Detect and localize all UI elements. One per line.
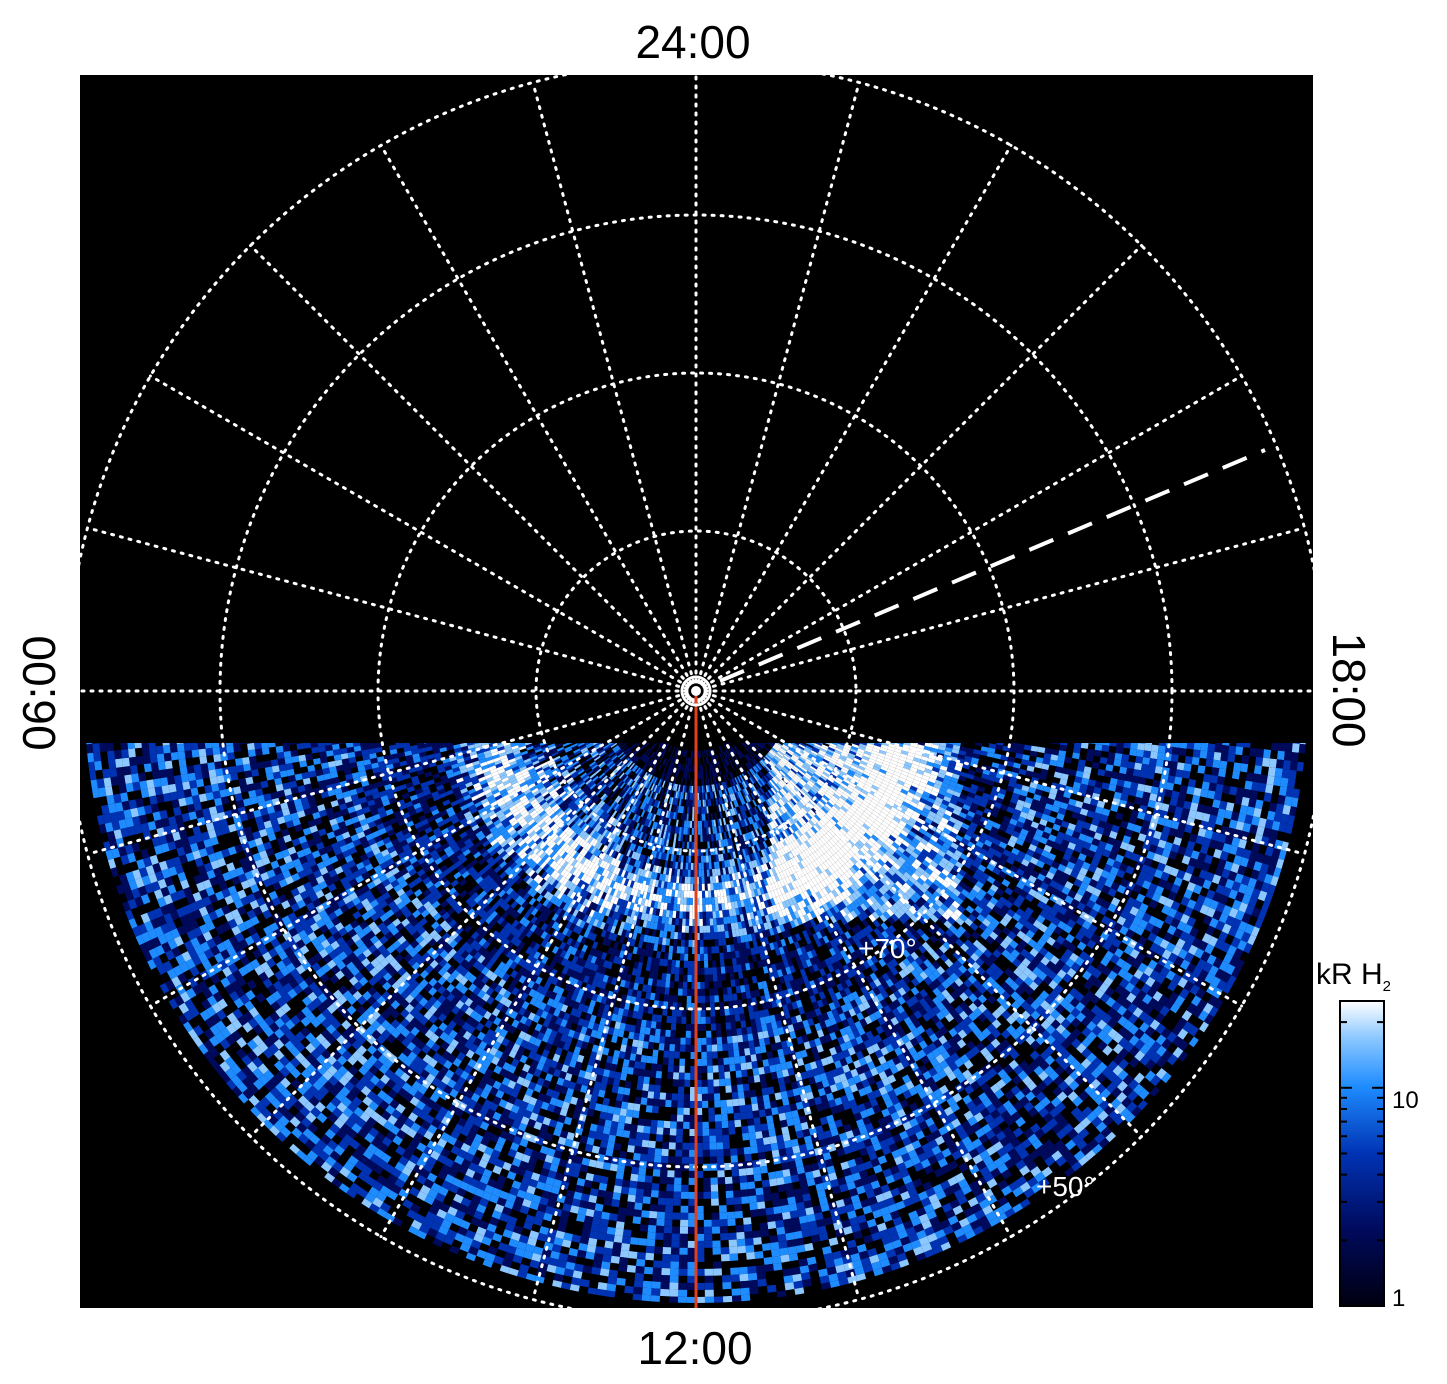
- local-time-label-bottom: 12:00: [637, 1322, 752, 1374]
- local-time-meridian: [379, 143, 698, 693]
- local-time-meridian: [694, 143, 1013, 693]
- pole-marker: [680, 675, 712, 707]
- local-time-meridian: [531, 81, 698, 693]
- local-time-meridian: [86, 689, 698, 856]
- latitude-label-70: +70°: [858, 933, 917, 964]
- local-time-meridian: [249, 244, 698, 693]
- colorbar-title: kR H2: [1316, 958, 1391, 995]
- local-time-meridian: [694, 689, 861, 1301]
- local-time-meridian: [86, 526, 698, 693]
- local-time-meridian: [148, 374, 698, 693]
- local-time-meridian: [694, 689, 1306, 856]
- local-time-label-top: 24:00: [635, 16, 750, 68]
- local-time-meridian: [148, 689, 698, 1008]
- local-time-meridian: [694, 689, 1244, 1008]
- local-time-meridian: [379, 689, 698, 1239]
- local-time-meridian: [249, 689, 698, 1138]
- colorbar-tick-label-1: 1: [1392, 1285, 1405, 1312]
- local-time-marker-dashed: [719, 448, 1266, 683]
- local-time-meridian: [694, 81, 861, 693]
- latitude-label-50: +50°: [1036, 1171, 1095, 1202]
- colorbar-gradient: [1339, 1000, 1385, 1307]
- local-time-label-right: 18:00: [1323, 632, 1375, 747]
- colorbar-tick-label-10: 10: [1392, 1087, 1419, 1114]
- local-time-meridian: [694, 689, 1143, 1138]
- local-time-meridian: [531, 689, 698, 1301]
- local-time-meridian: [694, 374, 1244, 693]
- local-time-label-left: 06:00: [13, 635, 65, 750]
- local-time-meridian: [694, 689, 1013, 1239]
- local-time-meridian: [694, 526, 1306, 693]
- local-time-meridian: [694, 244, 1143, 693]
- colorbar: kR H2 10 1: [1316, 958, 1419, 1312]
